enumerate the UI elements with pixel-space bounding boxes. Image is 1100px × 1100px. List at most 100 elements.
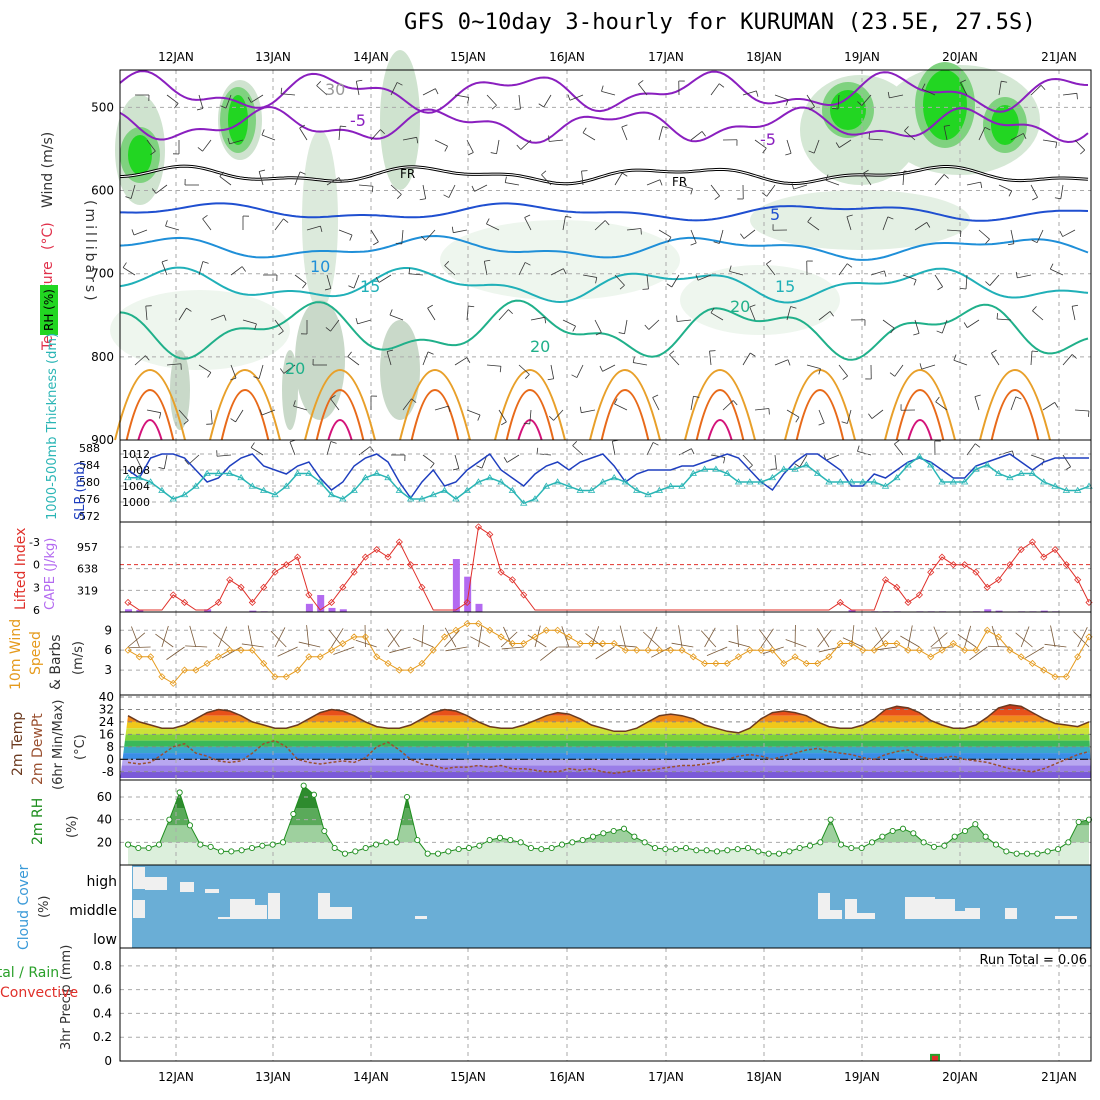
wind-barb bbox=[504, 457, 507, 462]
wind-barb bbox=[975, 395, 981, 397]
y-tick-label-left: 0 bbox=[33, 559, 40, 572]
panel-border bbox=[120, 948, 1091, 1061]
wind-barb bbox=[691, 189, 693, 195]
rh-shading bbox=[302, 130, 338, 310]
wind-barb bbox=[354, 275, 359, 288]
cloud-fraction-block bbox=[855, 913, 875, 919]
wind-barb bbox=[551, 365, 554, 379]
rh-axis-label: 2m RH bbox=[30, 798, 46, 845]
wind-barb bbox=[586, 633, 603, 647]
contour-label: 15 bbox=[360, 277, 380, 296]
y-tick-label-left: -3 bbox=[29, 536, 40, 549]
cloud-fraction-block bbox=[133, 867, 145, 889]
wind-barb bbox=[281, 88, 282, 94]
wind-barb bbox=[847, 264, 852, 268]
wind-barb bbox=[1063, 354, 1072, 365]
slp-axis-label: SLP (mb) bbox=[73, 461, 88, 520]
wind-barb bbox=[710, 351, 711, 365]
wind-barb bbox=[218, 627, 226, 647]
cloud-fraction-block bbox=[955, 911, 965, 919]
rh-marker bbox=[952, 834, 957, 839]
rh-marker bbox=[673, 847, 678, 852]
wind-barb bbox=[1061, 185, 1063, 199]
wind-barb bbox=[563, 320, 576, 326]
y-tick-label-right: 1004 bbox=[122, 480, 150, 493]
rh-shading-max bbox=[128, 135, 152, 175]
rh-marker bbox=[973, 822, 978, 827]
wind-10m-panel: 36910m Wind Speed & Barbs (m/s) bbox=[8, 612, 1092, 695]
wind-barb bbox=[422, 625, 424, 647]
wind-barb bbox=[960, 288, 966, 289]
wind-barb bbox=[679, 625, 682, 647]
wind-barb bbox=[1021, 626, 1029, 647]
wind-barb bbox=[162, 626, 168, 647]
wind-barb bbox=[333, 647, 354, 655]
wind-ylabel-3: & Barbs bbox=[48, 635, 64, 691]
wind-barb bbox=[715, 196, 720, 200]
rh-marker bbox=[694, 848, 699, 853]
temperature-contour bbox=[685, 370, 755, 440]
rh-marker bbox=[477, 843, 482, 848]
wind-barb bbox=[162, 260, 168, 262]
wind-barb bbox=[958, 634, 976, 647]
rh-marker bbox=[187, 823, 192, 828]
wind-barb bbox=[1031, 351, 1032, 365]
cloud-fraction-block bbox=[330, 907, 352, 919]
rh-marker bbox=[1024, 851, 1029, 856]
wind-barb bbox=[707, 647, 727, 656]
wind-barb bbox=[672, 275, 679, 287]
wind-barb bbox=[1060, 231, 1063, 236]
wind-barb bbox=[1043, 402, 1055, 410]
wind-barb bbox=[423, 185, 426, 199]
wind-barb bbox=[633, 357, 634, 363]
cloud-fraction-block bbox=[145, 877, 167, 890]
date-label-bottom: 19JAN bbox=[844, 1070, 880, 1084]
wind-barb bbox=[487, 365, 501, 366]
date-label-top: 21JAN bbox=[1041, 50, 1077, 64]
wind-barb bbox=[231, 419, 236, 422]
cloud-fraction-block bbox=[935, 899, 955, 919]
y-tick-label-right: 957 bbox=[77, 541, 98, 554]
wind-axis-label-1: 10m Wind bbox=[8, 619, 24, 690]
wind-barb bbox=[1050, 264, 1053, 269]
lifted-index-cape-panel: -3036957638319Lifted Index CAPE (J/kg) bbox=[13, 522, 1092, 617]
wind-barb bbox=[1065, 467, 1070, 470]
wind-barb bbox=[785, 153, 791, 155]
temp-band bbox=[120, 741, 1091, 747]
contour-label: 30 bbox=[325, 80, 345, 99]
wind-barb bbox=[997, 313, 998, 319]
date-label-bottom: 15JAN bbox=[450, 1070, 486, 1084]
rh-shading bbox=[440, 220, 680, 300]
temperature-contour bbox=[507, 390, 554, 440]
wind-barb bbox=[659, 126, 663, 140]
wind-barb bbox=[539, 104, 544, 107]
slp-line bbox=[128, 454, 1089, 498]
wind-barb bbox=[356, 640, 377, 647]
y-tick-label-right: 1000 bbox=[122, 496, 150, 509]
wind-barb bbox=[615, 173, 622, 185]
wind-barb bbox=[166, 226, 179, 230]
rh-marker bbox=[942, 843, 947, 848]
wind-barb bbox=[775, 360, 788, 365]
temperature-contour bbox=[590, 370, 660, 440]
wind-barb bbox=[761, 629, 773, 647]
wind-barb bbox=[1088, 411, 1089, 417]
wind-barb bbox=[317, 81, 321, 85]
wind-barb bbox=[908, 625, 912, 647]
wind-barb bbox=[622, 125, 628, 127]
temp-axis-label: 2m Temp bbox=[10, 712, 26, 776]
wind-yunit: (m/s) bbox=[71, 641, 86, 675]
wind-barb bbox=[387, 629, 399, 647]
wind-barb bbox=[733, 400, 737, 405]
wind-barb bbox=[1077, 93, 1078, 99]
wind-barb bbox=[295, 275, 306, 283]
wind-barb bbox=[573, 441, 577, 445]
wind-barb bbox=[967, 444, 975, 455]
wind-barb bbox=[1041, 85, 1045, 89]
wind-barb bbox=[601, 86, 603, 92]
wind-barb bbox=[478, 415, 480, 421]
wind-barb bbox=[843, 376, 848, 380]
wind-barb bbox=[455, 358, 467, 365]
wind-barb bbox=[537, 448, 538, 454]
